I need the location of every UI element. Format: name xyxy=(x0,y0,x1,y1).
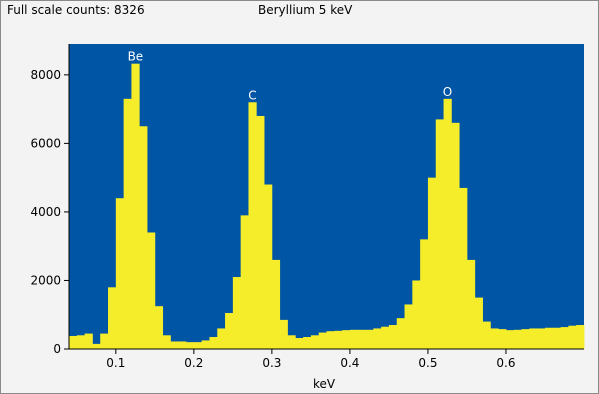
spectrum-bar xyxy=(256,115,265,349)
spectrum-bar xyxy=(240,215,249,349)
y-tick-label: 8000 xyxy=(30,68,61,82)
peak-label: Be xyxy=(128,50,144,64)
spectrum-bar xyxy=(318,332,327,349)
spectrum-bar xyxy=(178,341,187,349)
spectrum-bar xyxy=(217,328,226,349)
spectrum-bar xyxy=(560,327,569,349)
spectrum-bar xyxy=(115,198,125,349)
spectrum-bar xyxy=(334,330,343,349)
spectrum-bar xyxy=(342,330,351,349)
peak-label: C xyxy=(248,88,256,102)
spectrum-bar xyxy=(474,297,483,349)
spectrum-bar xyxy=(521,329,530,349)
spectrum-bar xyxy=(513,329,522,349)
spectrum-bar xyxy=(529,328,538,349)
spectrum-bar xyxy=(349,329,359,349)
spectrum-bar xyxy=(443,98,452,349)
spectrum-bar xyxy=(498,329,507,349)
spectrum-bar xyxy=(537,328,546,349)
spectrum-bar xyxy=(568,325,577,349)
x-axis-label: keV xyxy=(313,377,336,391)
spectrum-bar xyxy=(100,333,109,349)
spectrum-bar xyxy=(193,342,203,349)
spectrum-bar xyxy=(544,327,554,349)
x-tick-label: 0.4 xyxy=(340,356,359,370)
y-axis: 0 2000 4000 6000 8000 xyxy=(30,68,69,356)
spectrum-bar xyxy=(303,337,312,349)
spectrum-bar xyxy=(404,304,413,349)
spectrum-bar xyxy=(427,177,437,349)
spectrum-bar xyxy=(466,259,476,349)
spectrum-bar xyxy=(76,335,85,349)
chart-title: Beryllium 5 keV xyxy=(258,3,353,17)
spectrum-bar xyxy=(287,335,296,349)
peak-label: O xyxy=(443,85,452,99)
spectrum-bar xyxy=(310,335,320,349)
spectrum-bar xyxy=(381,326,390,349)
spectrum-bar xyxy=(154,306,164,349)
spectrum-bar xyxy=(420,239,429,349)
full-scale-counts-label: Full scale counts: 8326 xyxy=(7,3,145,17)
spectrum-bar xyxy=(490,328,499,349)
spectrum-bar xyxy=(201,340,210,349)
spectrum-bar xyxy=(131,63,140,350)
spectrum-bar xyxy=(451,122,460,349)
spectrum-bar xyxy=(505,330,515,349)
spectrum-bar xyxy=(123,98,132,349)
spectrum-bar xyxy=(92,343,101,349)
spectrum-bar xyxy=(147,232,156,349)
y-tick-label: 6000 xyxy=(30,136,61,150)
spectrum-bar xyxy=(209,337,218,349)
spectrum-bar xyxy=(186,342,195,349)
spectrum-bar xyxy=(326,331,335,349)
spectrum-bar xyxy=(264,184,273,349)
x-tick-label: 0.3 xyxy=(262,356,281,370)
spectrum-bar xyxy=(139,126,148,349)
spectrum-bar xyxy=(576,325,585,349)
spectrum-bar xyxy=(412,280,421,349)
spectrum-bar xyxy=(295,338,304,349)
x-tick-label: 0.1 xyxy=(106,356,125,370)
spectrum-bar xyxy=(248,102,257,349)
spectrum-bar xyxy=(552,327,561,349)
x-tick-label: 0.6 xyxy=(496,356,515,370)
x-tick-label: 0.2 xyxy=(184,356,203,370)
spectrum-bar xyxy=(225,313,234,349)
spectrum-bar xyxy=(459,187,468,349)
x-axis: 0.1 0.2 0.3 0.4 0.5 0.6 xyxy=(106,349,516,370)
y-tick-label: 2000 xyxy=(30,273,61,287)
spectrum-bar xyxy=(162,335,171,349)
y-tick-label: 4000 xyxy=(30,205,61,219)
spectrum-bar xyxy=(279,319,288,349)
spectrum-bar xyxy=(482,321,491,349)
spectrum-bar xyxy=(108,287,117,349)
peak-labels: Be C O xyxy=(128,50,453,103)
spectrum-bar xyxy=(170,341,179,349)
spectrum-bar xyxy=(373,328,382,349)
spectrum-bar xyxy=(388,325,398,349)
x-tick-label: 0.5 xyxy=(418,356,437,370)
spectrum-bar xyxy=(365,329,374,349)
spectrum-bar xyxy=(271,259,281,349)
spectrum-bars xyxy=(69,63,585,350)
spectrum-bar xyxy=(232,277,242,349)
spectrum-bar xyxy=(84,333,93,349)
spectrum-bar xyxy=(435,119,444,349)
y-tick-label: 0 xyxy=(53,342,61,356)
spectrum-bar xyxy=(357,329,366,349)
spectrum-bar xyxy=(396,318,405,349)
spectrum-bar xyxy=(69,335,78,349)
